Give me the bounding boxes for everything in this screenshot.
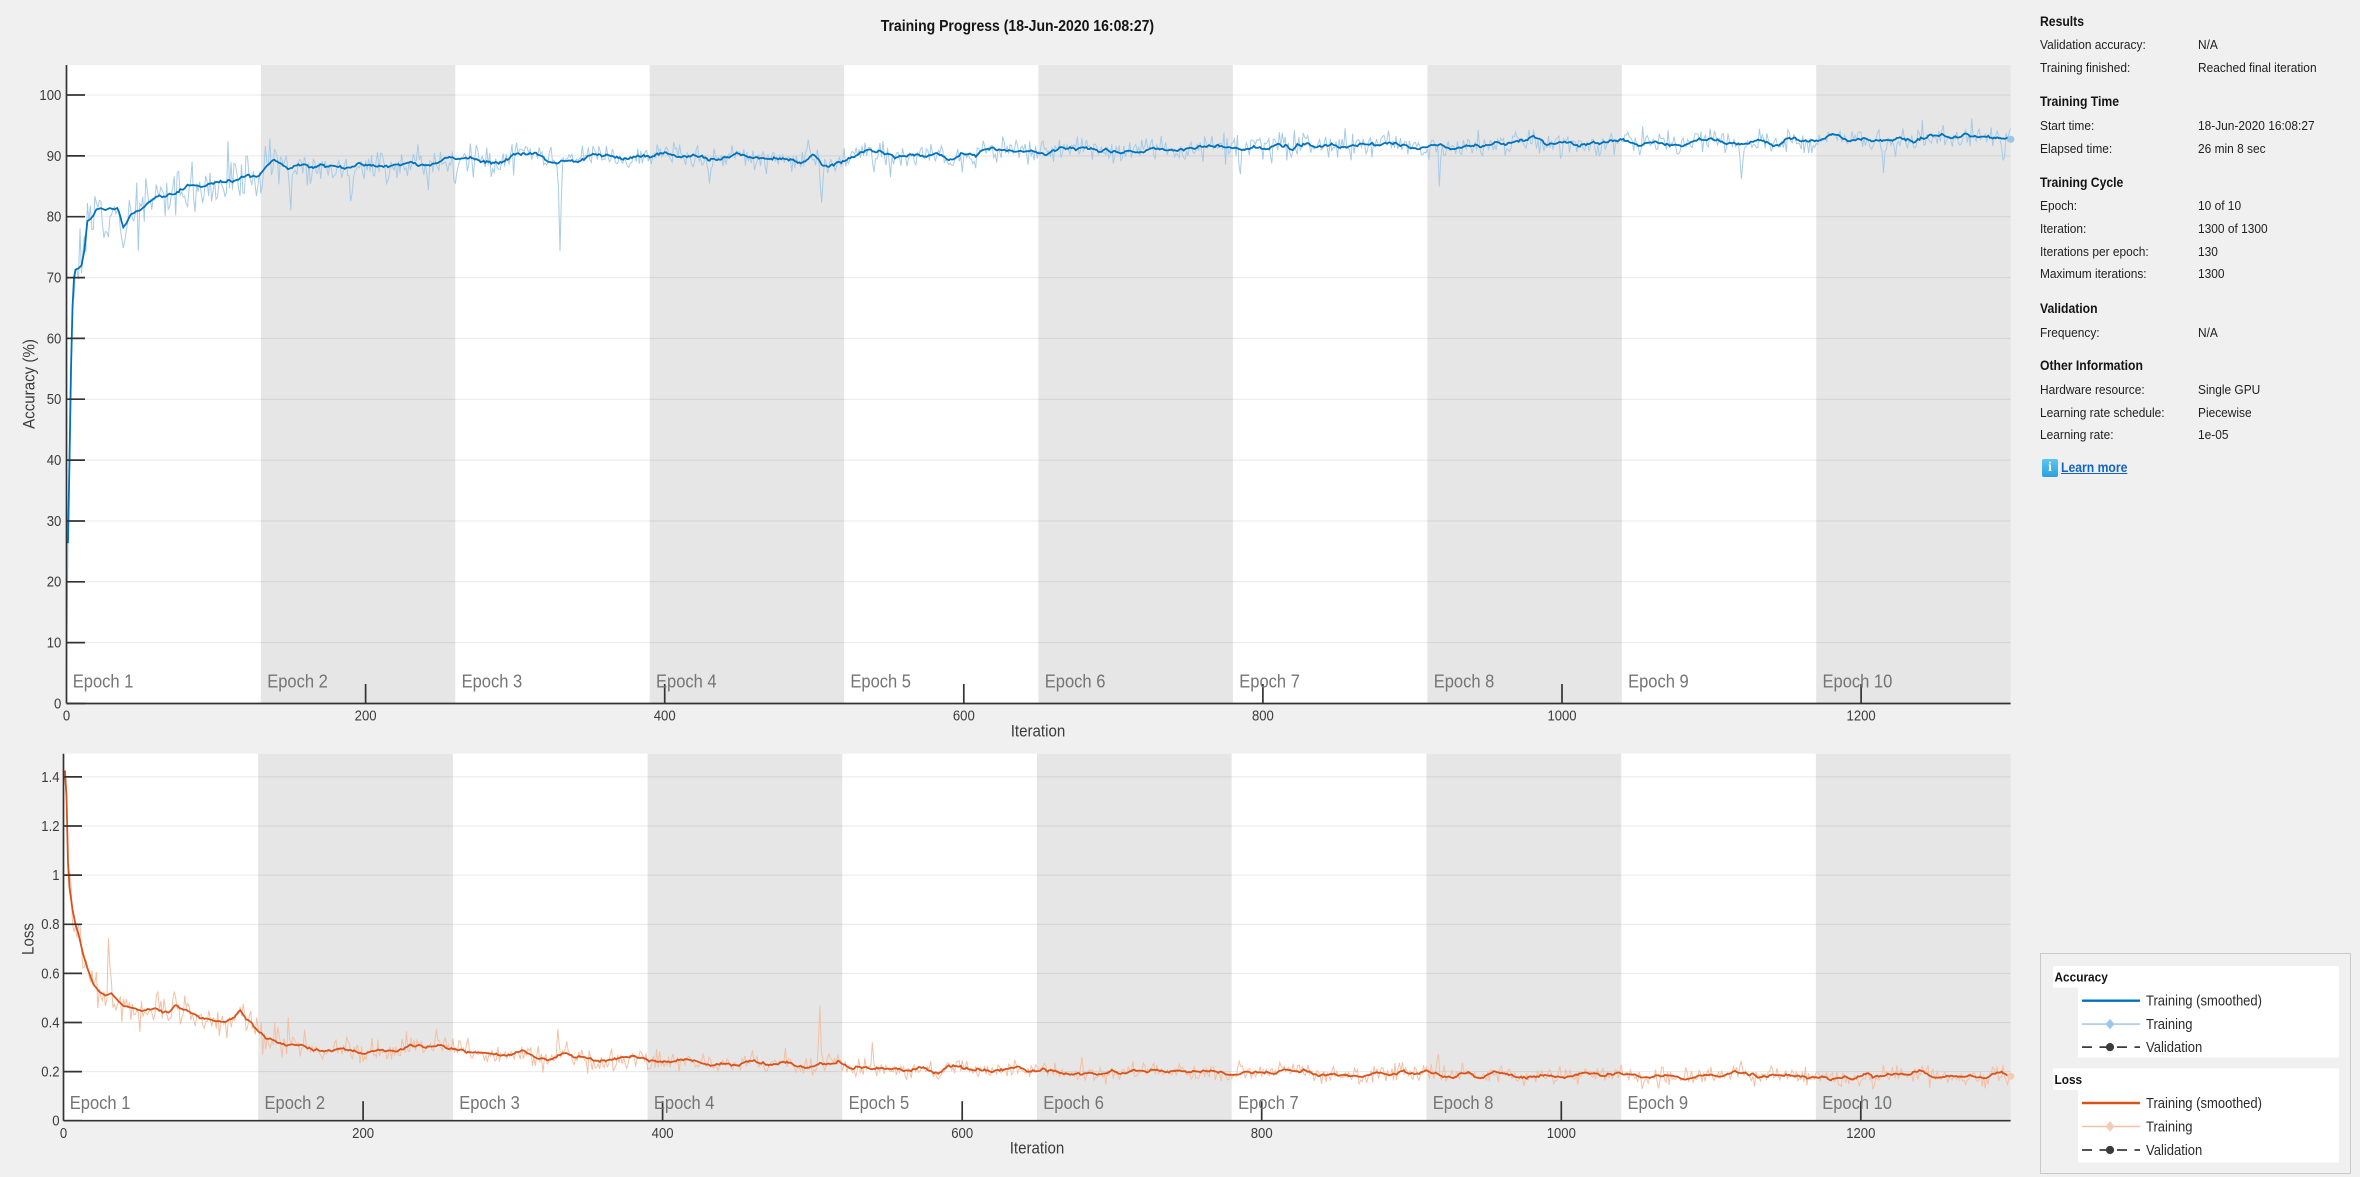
svg-text:Training Progress (18-Jun-2020: Training Progress (18-Jun-2020 16:08:27) bbox=[881, 18, 1154, 35]
svg-text:Epoch 6: Epoch 6 bbox=[1043, 1093, 1104, 1113]
svg-text:50: 50 bbox=[47, 392, 62, 408]
svg-text:200: 200 bbox=[352, 1126, 374, 1142]
svg-text:40: 40 bbox=[47, 453, 62, 469]
svg-text:Epoch 5: Epoch 5 bbox=[849, 1093, 910, 1113]
svg-text:0: 0 bbox=[60, 1126, 67, 1142]
svg-text:Epoch 2: Epoch 2 bbox=[267, 672, 328, 692]
svg-text:Iteration: Iteration bbox=[1011, 721, 1066, 740]
svg-text:800: 800 bbox=[1252, 708, 1274, 724]
svg-text:Iteration: Iteration bbox=[1010, 1139, 1065, 1158]
svg-text:Training (smoothed): Training (smoothed) bbox=[2146, 1096, 2262, 1112]
svg-text:Epoch 7: Epoch 7 bbox=[1239, 672, 1300, 692]
svg-text:0.2: 0.2 bbox=[41, 1065, 59, 1081]
svg-text:1.2: 1.2 bbox=[41, 819, 59, 835]
svg-text:1000: 1000 bbox=[1547, 1126, 1576, 1142]
svg-text:100: 100 bbox=[39, 88, 61, 104]
svg-text:800: 800 bbox=[1251, 1126, 1273, 1142]
svg-text:Epoch 9: Epoch 9 bbox=[1628, 672, 1689, 692]
svg-text:0: 0 bbox=[52, 1114, 59, 1130]
svg-text:70: 70 bbox=[47, 270, 62, 286]
svg-text:Epoch 2: Epoch 2 bbox=[265, 1093, 326, 1113]
svg-text:Epoch 9: Epoch 9 bbox=[1628, 1093, 1689, 1113]
svg-text:0.8: 0.8 bbox=[41, 917, 59, 933]
svg-text:1000: 1000 bbox=[1547, 708, 1576, 724]
svg-text:Epoch 6: Epoch 6 bbox=[1045, 672, 1106, 692]
svg-text:Loss: Loss bbox=[2055, 1072, 2083, 1087]
svg-text:200: 200 bbox=[355, 708, 377, 724]
svg-text:Epoch 1: Epoch 1 bbox=[73, 672, 134, 692]
svg-text:Epoch 10: Epoch 10 bbox=[1823, 672, 1893, 692]
svg-text:10: 10 bbox=[47, 636, 62, 652]
svg-text:1200: 1200 bbox=[1846, 1126, 1875, 1142]
svg-text:Epoch 3: Epoch 3 bbox=[459, 1093, 520, 1113]
svg-text:600: 600 bbox=[951, 1126, 973, 1142]
svg-text:Epoch 10: Epoch 10 bbox=[1822, 1093, 1892, 1113]
svg-text:Training (smoothed): Training (smoothed) bbox=[2146, 994, 2262, 1010]
svg-text:Epoch 8: Epoch 8 bbox=[1433, 1093, 1494, 1113]
svg-text:80: 80 bbox=[47, 210, 62, 226]
svg-text:Validation: Validation bbox=[2146, 1143, 2202, 1159]
svg-text:Epoch 3: Epoch 3 bbox=[462, 672, 523, 692]
svg-text:0: 0 bbox=[54, 696, 61, 712]
svg-text:Training: Training bbox=[2146, 1017, 2193, 1033]
svg-text:90: 90 bbox=[47, 149, 62, 165]
svg-text:Validation: Validation bbox=[2146, 1040, 2202, 1056]
svg-text:1200: 1200 bbox=[1847, 708, 1876, 724]
svg-text:30: 30 bbox=[47, 514, 62, 530]
svg-text:0.6: 0.6 bbox=[41, 966, 59, 982]
svg-text:Epoch 1: Epoch 1 bbox=[70, 1093, 131, 1113]
svg-text:Epoch 7: Epoch 7 bbox=[1238, 1093, 1299, 1113]
svg-text:400: 400 bbox=[654, 708, 676, 724]
svg-text:600: 600 bbox=[953, 708, 975, 724]
svg-text:0.4: 0.4 bbox=[41, 1015, 59, 1031]
svg-text:0: 0 bbox=[63, 708, 70, 724]
svg-text:Loss: Loss bbox=[19, 923, 38, 955]
svg-text:Epoch 4: Epoch 4 bbox=[654, 1093, 715, 1113]
svg-text:Accuracy (%): Accuracy (%) bbox=[20, 339, 39, 429]
svg-text:Epoch 5: Epoch 5 bbox=[850, 672, 911, 692]
svg-text:20: 20 bbox=[47, 575, 62, 591]
svg-text:400: 400 bbox=[652, 1126, 674, 1142]
svg-text:Accuracy: Accuracy bbox=[2055, 970, 2109, 985]
svg-text:Training: Training bbox=[2146, 1119, 2193, 1135]
svg-text:Epoch 8: Epoch 8 bbox=[1434, 672, 1495, 692]
svg-text:60: 60 bbox=[47, 331, 62, 347]
svg-text:1.4: 1.4 bbox=[41, 770, 59, 786]
svg-text:Epoch 4: Epoch 4 bbox=[656, 672, 717, 692]
svg-text:1: 1 bbox=[52, 868, 59, 884]
